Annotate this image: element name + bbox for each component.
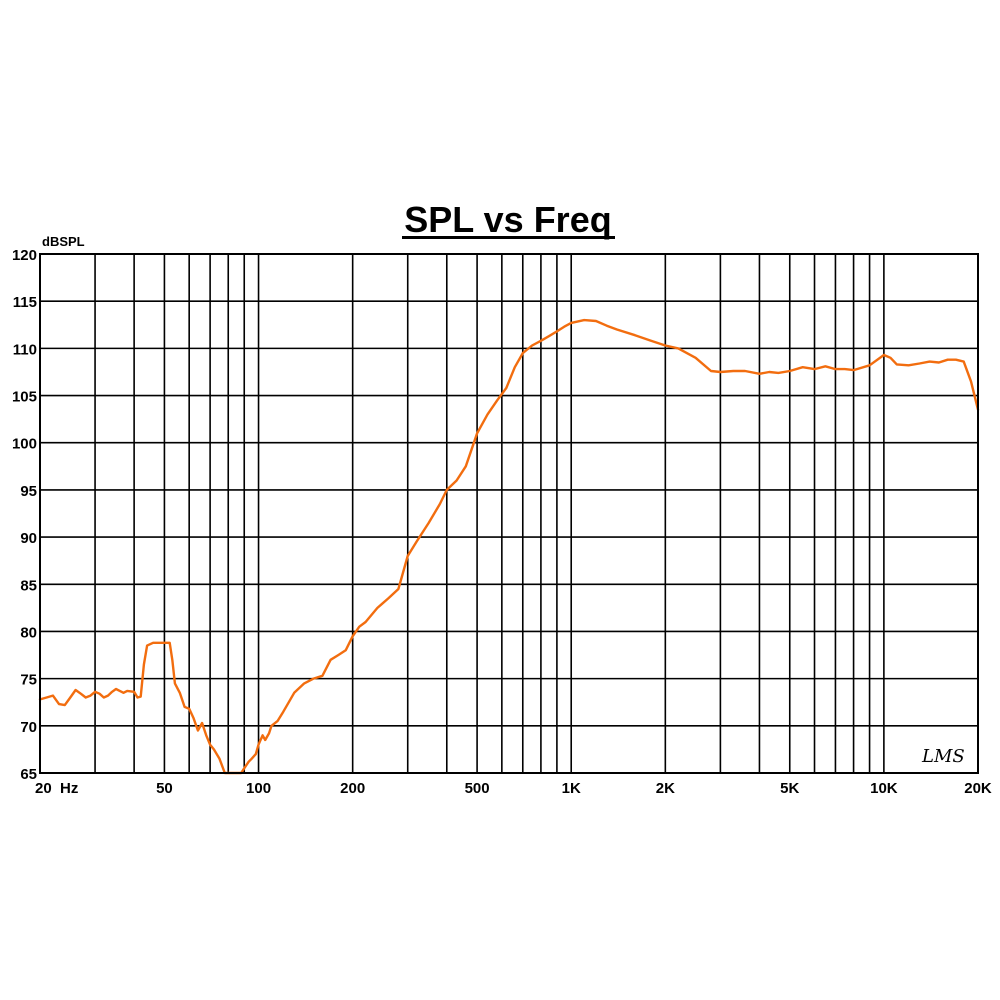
x-tick-label: 50 <box>156 780 173 797</box>
x-tick-label: 200 <box>340 780 365 797</box>
chart-title: SPL vs Freq <box>404 199 611 240</box>
x-tick-label: 20K <box>964 780 992 797</box>
plot-border <box>39 253 979 774</box>
y-tick-label: 105 <box>12 389 37 406</box>
y-tick-label: 80 <box>20 624 37 641</box>
x-tick-label: 5K <box>780 780 799 797</box>
y-axis-tick-labels: 65 70 75 80 85 90 95 100 105 110 115 120 <box>12 247 37 783</box>
y-tick-label: 85 <box>20 577 37 594</box>
y-axis-unit-label: dBSPL <box>42 234 85 249</box>
x-tick-label: 100 <box>246 780 271 797</box>
y-tick-label: 120 <box>12 247 37 264</box>
y-tick-label: 70 <box>20 719 37 736</box>
spl-curve <box>38 318 980 775</box>
title-underline <box>402 236 615 239</box>
y-tick-label: 65 <box>20 766 37 783</box>
x-tick-label: 1K <box>562 780 581 797</box>
y-tick-label: 100 <box>12 436 37 453</box>
x-tick-label: 20 Hz <box>35 780 78 797</box>
x-axis-tick-labels: 20 Hz 50 100 200 500 1K 2K 5K 10K 20K <box>35 780 992 797</box>
lms-signature: LMS <box>921 746 965 767</box>
y-tick-label: 110 <box>13 341 37 358</box>
x-tick-label: 2K <box>656 780 675 797</box>
y-tick-label: 90 <box>20 530 37 547</box>
y-tick-label: 95 <box>20 483 37 500</box>
y-tick-label: 115 <box>13 294 37 311</box>
y-tick-label: 75 <box>20 672 37 689</box>
x-tick-label: 10K <box>870 780 898 797</box>
chart-title-group: SPL vs Freq <box>402 199 615 240</box>
x-tick-label: 500 <box>465 780 490 797</box>
